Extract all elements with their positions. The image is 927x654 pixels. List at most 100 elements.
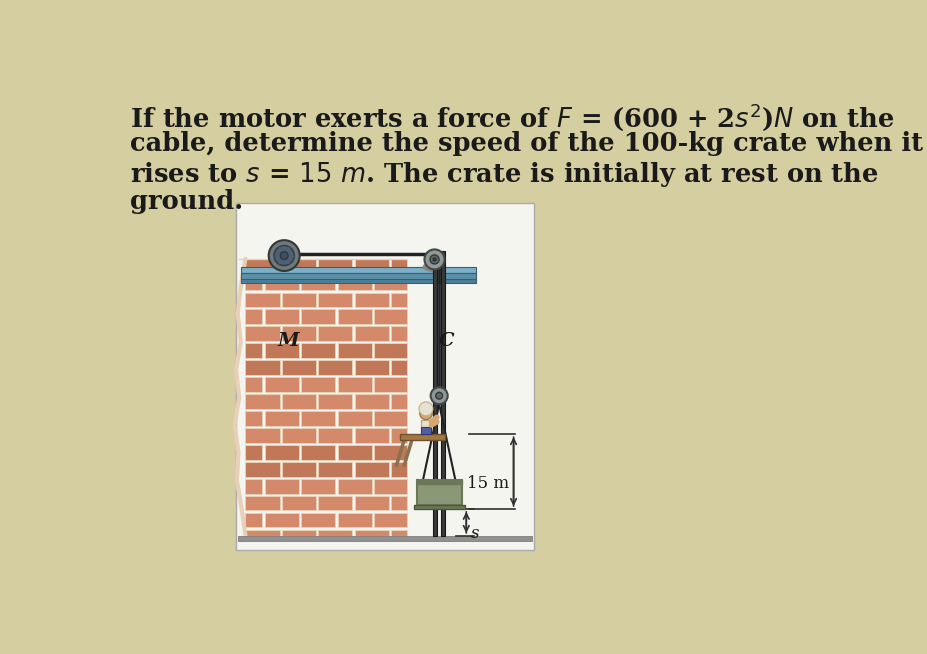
Bar (374, 513, 406, 527)
Bar (318, 292, 352, 307)
Bar (374, 479, 406, 494)
Bar (264, 411, 298, 426)
Bar (301, 309, 335, 324)
Bar (245, 411, 262, 426)
Bar (354, 496, 388, 511)
Bar (245, 275, 262, 290)
Bar (390, 394, 406, 409)
Bar (301, 343, 335, 358)
Bar (318, 496, 352, 511)
Circle shape (429, 255, 438, 264)
Circle shape (280, 252, 287, 260)
Circle shape (273, 245, 294, 266)
Bar (245, 462, 279, 477)
Bar (420, 420, 431, 431)
Bar (245, 445, 262, 460)
Bar (390, 462, 406, 477)
Bar (238, 536, 531, 542)
Bar (318, 360, 352, 375)
Bar (264, 343, 298, 358)
Bar (240, 273, 476, 279)
Bar (264, 309, 298, 324)
Bar (264, 377, 298, 392)
Bar (301, 377, 335, 392)
Bar (374, 445, 406, 460)
Bar (337, 479, 372, 494)
Bar (390, 428, 406, 443)
Bar (400, 434, 445, 439)
Bar (282, 496, 315, 511)
Bar (390, 292, 406, 307)
Bar (318, 428, 352, 443)
Bar (374, 275, 406, 290)
Bar (245, 479, 262, 494)
Bar (318, 326, 352, 341)
Bar (240, 267, 476, 273)
Bar (245, 360, 279, 375)
Bar (282, 326, 315, 341)
Bar (390, 259, 406, 273)
Circle shape (419, 407, 432, 420)
Text: rises to $\mathit{s}$ = $\mathit{15}$ $\mathit{m}$. The crate is initially at re: rises to $\mathit{s}$ = $\mathit{15}$ $\… (130, 160, 878, 189)
Bar (264, 445, 298, 460)
Bar (390, 360, 406, 375)
Bar (374, 411, 406, 426)
Bar (416, 481, 461, 505)
Bar (390, 530, 406, 536)
Circle shape (269, 240, 299, 271)
Bar (318, 530, 352, 536)
Bar (245, 343, 262, 358)
Bar (390, 496, 406, 511)
Bar (245, 394, 279, 409)
Bar (235, 203, 534, 550)
Circle shape (436, 392, 442, 399)
Bar (354, 462, 388, 477)
Text: C: C (438, 332, 454, 350)
Bar (413, 505, 464, 509)
Bar (282, 259, 315, 273)
Circle shape (430, 387, 447, 404)
Bar (245, 259, 279, 273)
Bar (282, 462, 315, 477)
Bar (374, 343, 406, 358)
Text: s: s (470, 525, 479, 542)
Bar (337, 377, 372, 392)
Bar (282, 530, 315, 536)
Text: cable, determine the speed of the 100-kg crate when it: cable, determine the speed of the 100-kg… (130, 131, 922, 156)
Bar (354, 360, 388, 375)
Text: 15 m: 15 m (467, 475, 509, 492)
Bar (301, 479, 335, 494)
Circle shape (419, 402, 433, 416)
Text: ground.: ground. (130, 190, 243, 215)
Bar (245, 292, 279, 307)
Bar (441, 251, 445, 536)
Bar (245, 377, 262, 392)
Bar (337, 411, 372, 426)
Bar (282, 292, 315, 307)
Bar (354, 292, 388, 307)
Bar (337, 513, 372, 527)
Bar (416, 481, 461, 484)
Bar (318, 259, 352, 273)
Bar (354, 428, 388, 443)
Bar (318, 462, 352, 477)
Bar (354, 394, 388, 409)
Bar (301, 445, 335, 460)
Bar (245, 496, 279, 511)
Bar (337, 343, 372, 358)
Bar (282, 428, 315, 443)
Bar (245, 326, 279, 341)
Bar (374, 309, 406, 324)
Circle shape (424, 249, 444, 269)
Text: If the motor exerts a force of $\mathit{F}$ = (600 + 2$\mathit{s}^2$)$\mathit{N}: If the motor exerts a force of $\mathit{… (130, 101, 894, 133)
Bar (245, 428, 279, 443)
Text: M: M (278, 332, 299, 350)
Bar (245, 309, 262, 324)
Bar (264, 479, 298, 494)
Bar (337, 445, 372, 460)
Bar (337, 275, 372, 290)
Bar (354, 259, 388, 273)
Circle shape (433, 258, 436, 261)
Bar (301, 513, 335, 527)
Bar (264, 513, 298, 527)
